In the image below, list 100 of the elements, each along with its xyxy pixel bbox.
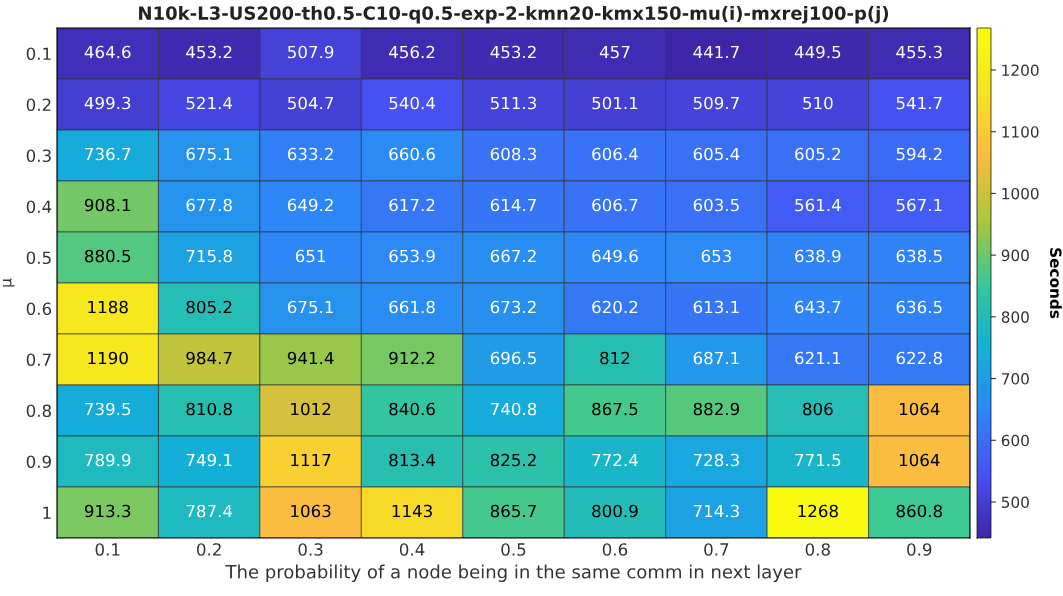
data-label: 825.2: [490, 453, 536, 467]
y-tick-label: 0.7: [26, 353, 51, 367]
chart-title: N10k-L3-US200-th0.5-C10-q0.5-exp-2-kmn20-kmx150-mu(i)-mxrej100-p(j): [139, 5, 889, 24]
data-label: 1063: [291, 504, 331, 518]
x-axis-title: The probability of a node being in the same comm in next layer: [225, 564, 802, 583]
color-bar-label: 800: [1001, 311, 1029, 323]
color-bar-label: 900: [1001, 249, 1029, 262]
data-label: 651: [295, 249, 325, 263]
data-label: 441.7: [693, 45, 739, 59]
color-bar-title: Seconds: [1050, 248, 1062, 319]
data-label: 456.2: [389, 45, 435, 59]
data-label: 653: [701, 249, 731, 263]
data-label: 800.9: [592, 504, 638, 518]
data-label: 882.9: [693, 402, 740, 416]
data-label: 605.2: [795, 147, 841, 161]
data-label: 643.7: [795, 300, 841, 314]
data-label: 606.7: [592, 198, 638, 212]
data-label: 636.5: [896, 300, 942, 314]
data-label: 649.6: [592, 249, 638, 263]
data-label: 1012: [291, 402, 331, 416]
data-label: 912.2: [389, 351, 435, 365]
data-label: 1143: [392, 504, 432, 518]
data-label: 673.2: [490, 300, 536, 314]
data-label: 812: [600, 351, 630, 365]
x-tick-label: 0.9: [907, 543, 932, 556]
data-label: 521.4: [186, 96, 233, 110]
data-label: 504.7: [288, 96, 334, 110]
data-label: 453.2: [186, 45, 232, 59]
data-label: 1117: [291, 453, 331, 467]
data-label: 510: [803, 96, 833, 110]
data-label: 789.9: [85, 453, 131, 467]
x-tick-label: 0.7: [704, 543, 729, 556]
color-bar-label: 500: [1001, 496, 1029, 509]
data-label: 622.8: [896, 351, 942, 365]
data-label: 715.8: [186, 249, 232, 263]
data-label: 499.3: [84, 96, 131, 110]
data-label: 740.8: [491, 402, 537, 416]
y-tick-label: 0.6: [26, 302, 52, 316]
data-label: 509.7: [693, 96, 739, 110]
data-label: 638.9: [795, 249, 841, 263]
data-label: 867.5: [592, 402, 638, 416]
color-bar-label: 1000: [1002, 187, 1039, 200]
data-label: 840.6: [389, 402, 435, 416]
data-label: 736.7: [85, 147, 131, 161]
data-label: 603.5: [693, 198, 739, 212]
data-label: 620.2: [592, 300, 638, 314]
data-label: 1190: [88, 351, 128, 365]
data-label: 464.6: [84, 45, 131, 59]
data-label: 541.7: [896, 96, 942, 110]
data-label: 507.9: [288, 45, 334, 59]
data-label: 613.1: [693, 300, 739, 314]
data-label: 1064: [899, 402, 940, 416]
data-label: 677.8: [186, 198, 232, 212]
data-label: 561.4: [795, 198, 841, 212]
y-tick-label: 0.4: [26, 200, 52, 214]
data-label: 675.1: [186, 147, 232, 161]
y-tick-label: 0.1: [26, 47, 51, 61]
data-label: 567.1: [896, 198, 942, 212]
data-label: 667.2: [490, 249, 536, 263]
x-tick-label: 0.5: [501, 543, 526, 556]
y-axis-title: μ: [2, 278, 15, 287]
data-label: 749.1: [186, 453, 232, 467]
data-label: 1268: [798, 504, 838, 518]
y-tick-label: 0.3: [26, 149, 51, 163]
data-label: 813.4: [389, 453, 435, 467]
x-tick-label: 0.3: [298, 543, 323, 556]
data-label: 675.1: [287, 300, 333, 314]
data-label: 772.4: [592, 453, 638, 467]
data-label: 653.9: [389, 249, 435, 263]
data-label: 501.1: [592, 96, 638, 110]
data-label: 860.8: [896, 504, 942, 518]
data-label: 638.5: [896, 249, 942, 263]
data-label: 1064: [899, 453, 940, 467]
y-tick-label: 0.5: [26, 251, 51, 265]
data-label: 594.2: [896, 147, 942, 161]
x-tick-label: 0.8: [805, 543, 830, 556]
data-label: 771.5: [795, 453, 841, 467]
data-label: 606.4: [592, 147, 638, 161]
data-label: 540.4: [389, 96, 435, 110]
data-label: 714.3: [693, 504, 739, 518]
data-label: 511.3: [490, 96, 537, 110]
color-bar-label: 1100: [1002, 126, 1039, 138]
y-tick-label: 0.8: [26, 404, 51, 418]
data-label: 908.1: [84, 198, 131, 212]
data-label: 687.1: [693, 351, 739, 365]
data-label: 449.5: [794, 45, 841, 59]
data-label: 1188: [88, 300, 128, 314]
y-tick-label: 0.2: [26, 98, 51, 112]
data-label: 787.4: [186, 504, 233, 518]
data-label: 633.2: [287, 147, 333, 161]
data-label: 880.5: [85, 249, 131, 263]
data-label: 984.7: [186, 351, 232, 365]
data-label: 614.7: [490, 198, 536, 212]
data-label: 806: [803, 402, 833, 416]
data-label: 455.3: [896, 45, 942, 59]
y-tick-label: 0.9: [26, 455, 51, 469]
color-bar-label: 1200: [1002, 64, 1039, 76]
data-label: 739.5: [85, 402, 131, 416]
x-tick-label: 0.4: [399, 543, 425, 556]
color-bar-label: 600: [1001, 434, 1029, 447]
